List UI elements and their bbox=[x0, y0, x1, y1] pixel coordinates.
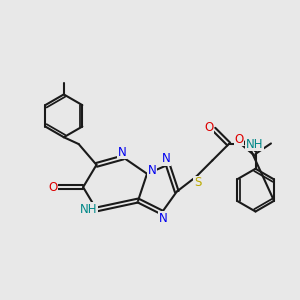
Text: N: N bbox=[162, 152, 171, 165]
Text: N: N bbox=[148, 164, 157, 177]
Text: S: S bbox=[194, 176, 201, 189]
Text: NH: NH bbox=[80, 203, 98, 216]
Text: O: O bbox=[235, 133, 244, 146]
Text: NH: NH bbox=[246, 138, 263, 151]
Text: N: N bbox=[117, 146, 126, 159]
Text: O: O bbox=[48, 181, 57, 194]
Text: N: N bbox=[159, 212, 168, 225]
Text: O: O bbox=[204, 121, 213, 134]
